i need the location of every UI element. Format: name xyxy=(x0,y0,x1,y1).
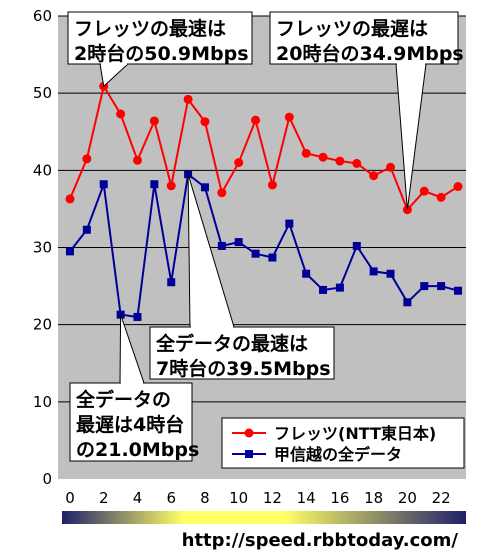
series-layer xyxy=(65,81,463,321)
data-point-0 xyxy=(284,112,294,122)
data-point-1 xyxy=(234,238,243,247)
x-tick-label: 16 xyxy=(330,489,349,507)
y-tick-label: 10 xyxy=(33,393,52,411)
x-tick-label: 0 xyxy=(65,489,75,507)
data-point-1 xyxy=(386,269,395,278)
x-tick-label: 18 xyxy=(364,489,383,507)
y-tick-label: 60 xyxy=(33,7,52,25)
data-point-1 xyxy=(285,219,294,228)
time-color-bar xyxy=(62,511,466,524)
data-point-1 xyxy=(319,285,328,294)
data-point-0 xyxy=(419,186,429,196)
x-tick-label: 2 xyxy=(99,489,109,507)
y-axis-ticks: 0 10 20 30 40 50 60 xyxy=(33,7,52,488)
data-point-1 xyxy=(167,278,176,287)
callout-box-max-all xyxy=(149,326,335,380)
x-tick-label: 14 xyxy=(297,489,316,507)
legend-marker-1 xyxy=(245,450,253,458)
legend-label: フレッツ(NTT東日本) xyxy=(274,424,436,443)
data-point-1 xyxy=(217,241,226,250)
data-point-0 xyxy=(352,158,362,168)
series-line-0 xyxy=(69,83,459,212)
callout-text: フレッツの最遅は xyxy=(276,18,428,40)
data-point-0 xyxy=(149,116,159,126)
legend-label: 甲信越の全データ xyxy=(274,445,402,464)
callout-text: 全データの最速は xyxy=(155,332,308,355)
data-point-1 xyxy=(420,282,429,291)
x-tick-label: 8 xyxy=(200,489,210,507)
data-point-0 xyxy=(453,182,463,192)
data-point-1 xyxy=(66,247,74,256)
x-tick-label: 22 xyxy=(432,489,451,507)
callout-box-max-flets xyxy=(67,11,253,65)
callout-text: 最遅は4時台 xyxy=(76,413,184,436)
data-point-0 xyxy=(386,162,396,172)
data-point-1 xyxy=(268,253,277,262)
data-point-1 xyxy=(82,225,91,234)
y-tick-label: 40 xyxy=(33,161,52,179)
data-point-1 xyxy=(200,183,209,192)
data-point-1 xyxy=(437,282,446,291)
source-url[interactable]: http://speed.rbbtoday.com/ xyxy=(182,530,459,551)
data-point-1 xyxy=(150,180,159,189)
data-point-0 xyxy=(251,115,261,125)
data-point-0 xyxy=(234,158,244,168)
data-point-1 xyxy=(369,267,378,276)
callout-box-min-all xyxy=(69,382,193,462)
data-point-0 xyxy=(436,192,446,202)
legend: フレッツ(NTT東日本) 甲信越の全データ xyxy=(221,417,465,469)
data-point-1 xyxy=(251,249,260,258)
data-point-0 xyxy=(200,117,210,127)
data-point-1 xyxy=(335,283,344,292)
data-point-0 xyxy=(166,181,176,191)
x-tick-label: 12 xyxy=(263,489,282,507)
x-tick-label: 4 xyxy=(133,489,143,507)
legend-marker-0 xyxy=(244,428,254,438)
data-point-1 xyxy=(302,269,311,278)
data-point-0 xyxy=(267,180,277,190)
data-point-0 xyxy=(369,171,379,181)
data-point-0 xyxy=(183,94,193,104)
callout-text: 7時台の39.5Mbps xyxy=(156,357,331,380)
callout-text: 全データの xyxy=(75,388,171,411)
x-tick-label: 20 xyxy=(398,489,417,507)
x-tick-label: 10 xyxy=(229,489,248,507)
callout-text: 2時台の50.9Mbps xyxy=(74,42,249,65)
y-tick-label: 50 xyxy=(33,84,52,102)
callout-box-min-flets xyxy=(269,11,459,65)
legend-box xyxy=(221,417,465,469)
data-point-1 xyxy=(403,298,412,307)
data-point-0 xyxy=(335,156,345,166)
data-point-0 xyxy=(301,148,311,158)
data-point-0 xyxy=(132,155,142,165)
y-tick-label: 30 xyxy=(33,239,52,257)
data-point-1 xyxy=(454,286,462,295)
callout-text: の21.0Mbps xyxy=(76,439,199,461)
data-point-1 xyxy=(99,180,108,189)
callout-text: 20時台の34.9Mbps xyxy=(276,42,464,65)
data-point-0 xyxy=(116,109,126,119)
y-tick-label: 0 xyxy=(42,470,52,488)
data-point-0 xyxy=(318,152,328,162)
data-point-0 xyxy=(217,188,227,198)
data-point-0 xyxy=(65,194,75,204)
x-tick-label: 6 xyxy=(166,489,176,507)
data-point-1 xyxy=(133,312,142,321)
callout-text: フレッツの最速は xyxy=(74,17,226,40)
data-point-0 xyxy=(82,154,92,164)
y-tick-label: 20 xyxy=(33,316,52,334)
x-axis-ticks: 0 2 4 6 8 10 12 14 16 18 20 22 xyxy=(65,489,450,507)
data-point-1 xyxy=(352,241,361,250)
